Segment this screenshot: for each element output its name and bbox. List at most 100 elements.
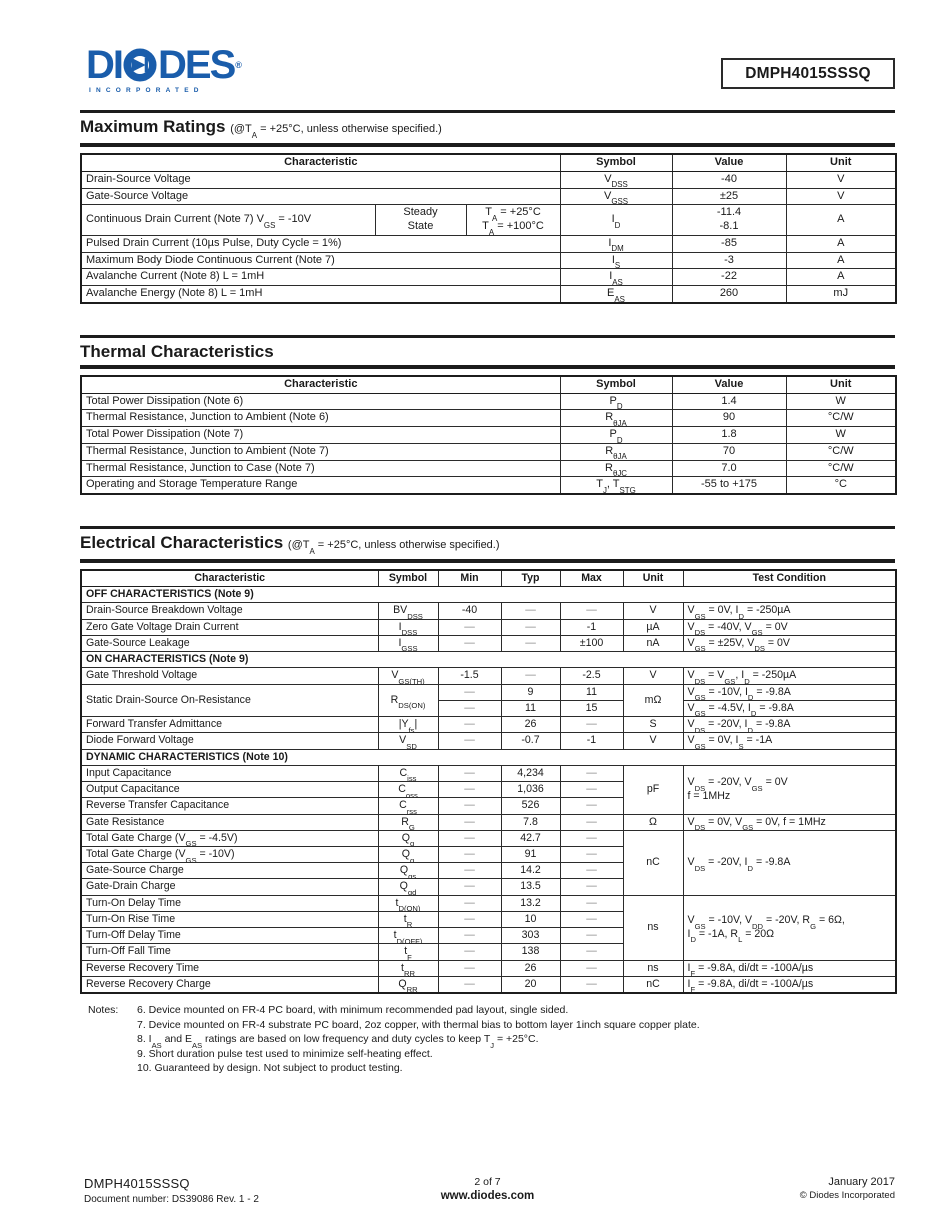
table-row: Gate-Source Leakage IGSS — — ±100 nA VGS…: [80, 634, 897, 653]
unit-cell: °C: [785, 476, 897, 495]
symbol-cell: TJ, TSTG: [559, 476, 673, 495]
characteristic-cell: Avalanche Energy (Note 8) L = 1mH: [80, 284, 561, 304]
characteristic-cell: Total Power Dissipation (Note 6): [80, 392, 561, 411]
symbol-cell: |Yfs|: [377, 716, 439, 734]
header-characteristic: Characteristic: [80, 569, 379, 588]
value-cell: ±25: [671, 187, 787, 206]
symbol-cell: BVDSS: [377, 602, 439, 620]
max-cell: —: [559, 781, 624, 799]
max-cell: —: [559, 959, 624, 977]
symbol-cell: IDSS: [377, 618, 439, 636]
section-title-thermal: Thermal Characteristics: [80, 341, 895, 362]
header-symbol: Symbol: [559, 153, 673, 172]
value-cell: 260: [671, 284, 787, 304]
characteristic-cell: Thermal Resistance, Junction to Ambient …: [80, 409, 561, 427]
max-cell: -1: [559, 732, 624, 750]
note-item: 6. Device mounted on FR-4 PC board, with…: [137, 1004, 569, 1017]
section-title-maximum-ratings: Maximum Ratings (@TA = +25°C, unless oth…: [80, 116, 895, 140]
document-number: Document number: DS39086 Rev. 1 - 2: [84, 1194, 259, 1205]
section-rule: [80, 334, 895, 338]
symbol-cell: VGS(TH): [377, 667, 439, 685]
table-row: Input Capacitance Ciss — 4,234 — pF VDS …: [80, 764, 897, 815]
table-row: Turn-On Delay Time tD(ON) — 13.2 — ns VG…: [80, 894, 897, 961]
section-maximum-ratings-header: Maximum Ratings (@TA = +25°C, unless oth…: [80, 110, 895, 147]
unit-cell: °C/W: [785, 409, 897, 427]
table-row: Zero Gate Voltage Drain Current IDSS — —…: [80, 618, 897, 636]
characteristic-cell: Drain-Source Voltage: [80, 170, 561, 189]
typ-cell: —: [500, 602, 561, 620]
symbol-cell: ID: [559, 204, 673, 236]
min-cell: —: [437, 732, 502, 750]
header-characteristic: Characteristic: [80, 375, 561, 394]
table-row: Total Power Dissipation (Note 7) PD 1.8 …: [80, 426, 897, 444]
min-cell: —: [437, 683, 502, 701]
table-row: Reverse Recovery Time tRR — 26 — ns IF =…: [80, 959, 897, 977]
max-cell: -1: [559, 618, 624, 636]
unit-cell: °C/W: [785, 442, 897, 461]
symbol-cell: Qg: [377, 829, 439, 847]
symbol-cell: VGSS: [559, 187, 673, 206]
header-test-condition: Test Condition: [682, 569, 897, 588]
symbol-cell: tRR: [377, 959, 439, 977]
typ-cell: 1,036: [500, 781, 561, 799]
characteristic-cell: Forward Transfer Admittance: [80, 716, 379, 734]
symbol-cell: PD: [559, 426, 673, 444]
typ-cell: —: [500, 618, 561, 636]
characteristic-cell: Total Power Dissipation (Note 7): [80, 426, 561, 444]
table-row: Gate-Source Voltage VGSS ±25 V: [80, 187, 897, 206]
symbol-cell: EAS: [559, 284, 673, 304]
characteristic-cell: Drain-Source Breakdown Voltage: [80, 602, 379, 620]
characteristic-cell: Gate-Source Charge: [80, 862, 379, 880]
characteristic-cell: Reverse Recovery Time: [80, 959, 379, 977]
characteristic-cell: Total Gate Charge (VGS = -4.5V): [80, 829, 379, 847]
unit-cell: A: [785, 268, 897, 286]
table-row: — 11 15 VGS = -4.5V, ID = -9.8A: [81, 699, 897, 718]
symbol-cell: Qg: [377, 845, 439, 864]
header-unit: Unit: [622, 569, 684, 588]
min-cell: —: [437, 813, 502, 831]
max-cell: —: [559, 975, 624, 994]
symbol-cell: Qgd: [377, 878, 439, 896]
section-caption: (@TA = +25°C, unless otherwise specified…: [287, 539, 500, 556]
max-cell: —: [559, 943, 624, 961]
value-cell: 1.4: [671, 392, 787, 411]
header-min: Min: [437, 569, 502, 588]
header-value: Value: [671, 153, 787, 172]
table-row: Diode Forward Voltage VSD — -0.7 -1 V VG…: [80, 732, 897, 750]
min-cell: —: [437, 716, 502, 734]
section-label-dynamic: DYNAMIC CHARACTERISTICS (Note 10): [80, 748, 897, 766]
unit-cell: Ω: [622, 813, 684, 831]
test-condition-cell: VDS = -20V, ID = -9.8A: [682, 716, 897, 734]
unit-cell: nC: [622, 829, 684, 896]
table-row: Avalanche Current (Note 8) L = 1mH IAS -…: [80, 268, 897, 286]
publication-date: January 2017: [828, 1176, 895, 1188]
logo-text-left: DI: [86, 43, 124, 87]
note-item: 8. IAS and EAS ratings are based on low …: [137, 1033, 539, 1050]
table-row: Continuous Drain Current (Note 7) VGS = …: [80, 204, 897, 236]
test-condition-cell: VGS = -4.5V, ID = -9.8A: [682, 699, 897, 718]
max-cell: —: [559, 813, 624, 831]
min-cell: —: [437, 975, 502, 994]
typ-cell: 303: [500, 927, 561, 945]
characteristic-cell: Total Gate Charge (VGS = -10V): [80, 845, 379, 864]
unit-cell: V: [785, 170, 897, 189]
section-electrical-header: Electrical Characteristics (@TA = +25°C,…: [80, 526, 895, 563]
table-row: Gate Resistance RG — 7.8 — Ω VDS = 0V, V…: [80, 813, 897, 831]
test-condition-cell: VDS = -40V, VGS = 0V: [682, 618, 897, 636]
min-cell: —: [437, 699, 502, 718]
characteristic-cell: Pulsed Drain Current (10µs Pulse, Duty C…: [80, 234, 561, 253]
unit-cell: V: [622, 732, 684, 750]
page-header: DI DES ® INCORPORATED DMPH4015SSSQ: [80, 0, 895, 110]
website-link[interactable]: www.diodes.com: [440, 1190, 535, 1202]
header-symbol: Symbol: [559, 375, 673, 394]
temperature-cell: TA = +25°C TA = +100°C: [465, 204, 561, 236]
max-cell: —: [559, 894, 624, 912]
table-row: Forward Transfer Admittance |Yfs| — 26 —…: [80, 716, 897, 734]
section-title-text: Maximum Ratings: [80, 117, 226, 136]
max-cell: -2.5: [559, 667, 624, 685]
value-cell: 7.0: [671, 459, 787, 478]
table-row: Reverse Transfer Capacitance Crss — 526 …: [80, 797, 896, 815]
section-label-on: ON CHARACTERISTICS (Note 9): [80, 651, 897, 669]
max-cell: 11: [559, 683, 624, 701]
characteristic-cell: Gate Threshold Voltage: [80, 667, 379, 685]
